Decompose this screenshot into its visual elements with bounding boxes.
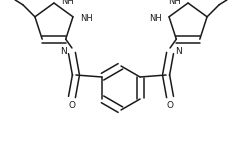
Text: NH: NH	[168, 0, 181, 6]
Text: NH: NH	[80, 14, 93, 23]
Text: NH: NH	[61, 0, 74, 6]
Text: O: O	[68, 101, 76, 110]
Text: N: N	[175, 47, 182, 56]
Text: NH: NH	[149, 14, 162, 23]
Text: O: O	[166, 101, 174, 110]
Text: N: N	[60, 47, 67, 56]
